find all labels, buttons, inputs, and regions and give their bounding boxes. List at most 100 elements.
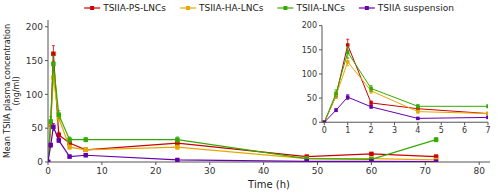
x-tick: [394, 122, 395, 125]
data-point: [48, 160, 50, 162]
x-tick: [464, 122, 465, 125]
data-point: [486, 112, 488, 116]
legend-marker: [90, 6, 94, 10]
data-point: [434, 137, 439, 142]
x-tick-label: 50: [312, 166, 324, 176]
data-point: [323, 120, 327, 122]
x-tick: [347, 122, 348, 125]
error-bar: [370, 105, 373, 108]
error-bar: [416, 110, 419, 113]
error-bar: [346, 46, 349, 58]
series-line: [324, 62, 488, 122]
error-bar: [68, 155, 71, 158]
legend-item: TSIIA-PS-LNCs: [84, 3, 166, 13]
error-bar: [487, 116, 489, 118]
data-point: [434, 159, 439, 162]
x-tick: [155, 162, 156, 165]
x-tick-label: 3: [392, 126, 397, 135]
legend-label: TSIIA-PS-LNCs: [102, 3, 166, 13]
x-tick-label: 30: [204, 166, 216, 176]
data-point: [67, 154, 72, 159]
error-bar: [346, 58, 349, 66]
error-bar: [52, 123, 55, 130]
data-point: [67, 145, 72, 150]
data-point: [369, 159, 374, 162]
y-tick-label: 50: [307, 94, 317, 103]
data-point: [57, 138, 62, 143]
y-tick-label: 200: [26, 22, 43, 32]
x-tick: [263, 162, 264, 165]
data-point: [369, 101, 373, 105]
legend-label: TSIIA suspension: [377, 3, 454, 13]
legend-label: TSIIA-HA-LNCs: [198, 3, 264, 13]
data-point: [416, 110, 420, 114]
y-tick-label: 0: [312, 118, 317, 127]
x-tick: [324, 122, 325, 125]
error-bar: [84, 148, 87, 151]
x-tick-label: 70: [420, 166, 432, 176]
x-tick-label: 20: [150, 166, 162, 176]
data-point: [369, 87, 373, 91]
series: [323, 39, 488, 122]
x-tick-label: 5: [439, 126, 444, 135]
data-point: [51, 62, 56, 66]
y-tick: [45, 26, 48, 27]
x-tick-label: 60: [366, 166, 378, 176]
y-tick: [45, 162, 48, 163]
data-point: [51, 125, 56, 130]
data-area: [323, 39, 488, 122]
data-point: [57, 112, 62, 117]
error-bar: [84, 154, 87, 157]
series-line: [324, 97, 488, 122]
data-point: [175, 145, 180, 150]
data-point: [304, 159, 309, 162]
y-tick: [319, 49, 322, 50]
data-point: [369, 105, 373, 109]
y-axis-line: [48, 20, 49, 162]
y-tick: [319, 73, 322, 74]
x-tick-label: 7: [485, 126, 490, 135]
data-point: [323, 120, 327, 122]
series-line: [324, 52, 488, 122]
y-tick-label: 200: [302, 21, 317, 30]
data-point: [48, 160, 50, 162]
x-tick: [425, 162, 426, 165]
legend-item: TSIIA-HA-LNCs: [180, 3, 264, 13]
legend-label: TSIIA-LNCs: [295, 3, 345, 13]
error-bar: [335, 90, 338, 97]
error-bar: [416, 117, 419, 119]
series: [323, 46, 488, 122]
y-tick-label: 100: [302, 70, 317, 79]
data-point: [83, 153, 88, 158]
data-point: [51, 52, 56, 57]
x-tick: [479, 162, 480, 165]
y-tick: [319, 25, 322, 26]
error-bar: [84, 148, 87, 151]
x-tick-label: 2: [369, 126, 374, 135]
data-point: [346, 43, 350, 47]
x-tick: [101, 162, 102, 165]
y-tick-label: 150: [302, 46, 317, 55]
y-tick-label: 150: [26, 56, 43, 66]
series-line: [324, 45, 488, 122]
chart: 01020304050607080050100150200Time (h)Mea…: [0, 0, 500, 196]
data-point: [48, 119, 53, 124]
x-tick-label: 6: [462, 126, 467, 135]
series: [323, 58, 488, 122]
y-tick: [45, 128, 48, 129]
error-bar: [487, 105, 489, 108]
data-point: [346, 95, 350, 99]
data-point: [369, 152, 374, 157]
data-point: [83, 148, 88, 153]
data-point: [175, 158, 180, 162]
x-axis-label: Time (h): [247, 179, 290, 190]
data-point: [323, 120, 327, 122]
error-bar: [52, 56, 55, 72]
y-tick: [45, 94, 48, 95]
error-bar: [84, 138, 87, 142]
error-bar: [416, 104, 419, 108]
y-tick: [45, 60, 48, 61]
error-bar: [176, 137, 179, 142]
data-point: [486, 116, 488, 120]
data-point: [486, 112, 488, 116]
